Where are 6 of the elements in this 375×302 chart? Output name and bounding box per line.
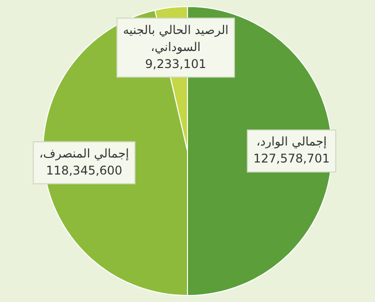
slice-label: الرصيد الحالي بالجنيه السوداني، (122, 22, 228, 54)
slice-label: إجمالي المنصرف، (39, 146, 129, 160)
slice-label: إجمالي الوارد، (256, 134, 327, 149)
data-label: 118,345,600 (46, 163, 122, 178)
data-label: 9,233,101 (145, 56, 206, 71)
data-label: 127,578,701 (253, 152, 330, 166)
